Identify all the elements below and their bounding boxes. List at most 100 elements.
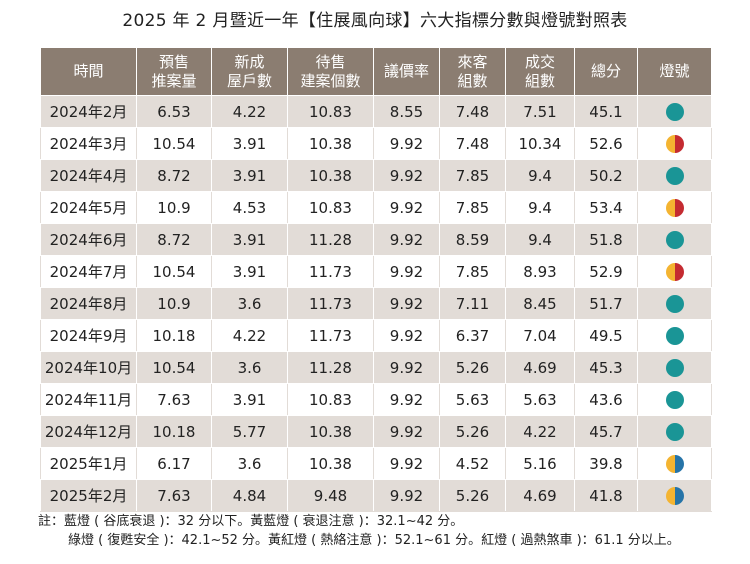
cell-time: 2024年6月 bbox=[40, 223, 137, 256]
cell-total: 52.6 bbox=[574, 127, 638, 160]
green-light-icon bbox=[665, 358, 684, 377]
table-row: 2025年1月 6.17 3.6 10.38 9.92 4.52 5.16 39.8 bbox=[40, 447, 712, 480]
cell-deals: 7.51 bbox=[505, 95, 575, 128]
cell-deals: 4.69 bbox=[505, 479, 575, 512]
green-light-icon bbox=[665, 294, 684, 313]
cell-deals: 10.34 bbox=[505, 127, 575, 160]
cell-visitors: 4.52 bbox=[439, 447, 506, 480]
cell-bargain: 9.92 bbox=[373, 351, 440, 384]
cell-for-sale: 10.83 bbox=[287, 191, 374, 224]
table-row: 2024年9月 10.18 4.22 11.73 9.92 6.37 7.04 49.5 bbox=[40, 319, 712, 352]
cell-light bbox=[637, 159, 712, 192]
cell-bargain: 9.92 bbox=[373, 447, 440, 480]
green-light-icon bbox=[665, 102, 684, 121]
cell-total: 49.5 bbox=[574, 319, 638, 352]
table-row: 2024年11月 7.63 3.91 10.83 9.92 5.63 5.63 43.6 bbox=[40, 383, 712, 416]
header-time: 時間 bbox=[40, 47, 137, 96]
cell-total: 53.4 bbox=[574, 191, 638, 224]
cell-visitors: 7.85 bbox=[439, 255, 506, 288]
green-light-icon bbox=[665, 230, 684, 249]
cell-bargain: 9.92 bbox=[373, 479, 440, 512]
cell-total: 50.2 bbox=[574, 159, 638, 192]
cell-presale: 8.72 bbox=[136, 159, 212, 192]
cell-light bbox=[637, 95, 712, 128]
cell-new-units: 3.6 bbox=[211, 287, 288, 320]
cell-total: 51.8 bbox=[574, 223, 638, 256]
cell-new-units: 3.91 bbox=[211, 223, 288, 256]
cell-new-units: 4.22 bbox=[211, 319, 288, 352]
note-line-1: 註：藍燈 ( 谷底衰退 )：32 分以下。黃藍燈 ( 衰退注意 )：32.1~4… bbox=[38, 514, 464, 529]
cell-total: 45.1 bbox=[574, 95, 638, 128]
cell-for-sale: 10.38 bbox=[287, 415, 374, 448]
cell-visitors: 7.48 bbox=[439, 95, 506, 128]
table-row: 2024年7月 10.54 3.91 11.73 9.92 7.85 8.93 52.9 bbox=[40, 255, 712, 288]
cell-visitors: 7.48 bbox=[439, 127, 506, 160]
yellow-blue-light-icon bbox=[665, 486, 684, 505]
header-label: 來客 bbox=[457, 52, 488, 71]
header-for-sale: 待售 建案個數 bbox=[287, 47, 374, 96]
green-light-icon bbox=[665, 166, 684, 185]
header-deals: 成交 組數 bbox=[505, 47, 575, 96]
cell-total: 41.8 bbox=[574, 479, 638, 512]
green-light-icon bbox=[665, 390, 684, 409]
cell-visitors: 7.85 bbox=[439, 191, 506, 224]
cell-light bbox=[637, 287, 712, 320]
yellow-red-light-icon bbox=[665, 134, 684, 153]
cell-presale: 7.63 bbox=[136, 383, 212, 416]
cell-visitors: 7.11 bbox=[439, 287, 506, 320]
cell-bargain: 9.92 bbox=[373, 287, 440, 320]
header-label: 組數 bbox=[524, 71, 555, 90]
cell-for-sale: 10.83 bbox=[287, 383, 374, 416]
table-row: 2024年5月 10.9 4.53 10.83 9.92 7.85 9.4 53.4 bbox=[40, 191, 712, 224]
table-row: 2025年2月 7.63 4.84 9.48 9.92 5.26 4.69 41.8 bbox=[40, 479, 712, 512]
cell-presale: 10.9 bbox=[136, 287, 212, 320]
green-light-icon bbox=[665, 422, 684, 441]
yellow-red-light-icon bbox=[665, 198, 684, 217]
header-visitors: 來客 組數 bbox=[439, 47, 506, 96]
header-presale: 預售 推案量 bbox=[136, 47, 212, 96]
indicator-table: 時間 預售 推案量 新成 屋戶數 待售 建案個數 議價率 來客 組數 成交 組數 總分 燈號 2024年2… bbox=[40, 47, 712, 512]
header-label: 屋戶數 bbox=[226, 71, 272, 90]
cell-bargain: 9.92 bbox=[373, 191, 440, 224]
cell-new-units: 3.91 bbox=[211, 383, 288, 416]
header-label: 組數 bbox=[457, 71, 488, 90]
header-label: 建案個數 bbox=[300, 71, 361, 90]
cell-time: 2024年4月 bbox=[40, 159, 137, 192]
header-light: 燈號 bbox=[637, 47, 712, 96]
cell-time: 2024年11月 bbox=[40, 383, 137, 416]
cell-presale: 6.17 bbox=[136, 447, 212, 480]
cell-bargain: 9.92 bbox=[373, 159, 440, 192]
cell-bargain: 9.92 bbox=[373, 383, 440, 416]
cell-new-units: 3.91 bbox=[211, 127, 288, 160]
cell-for-sale: 10.38 bbox=[287, 127, 374, 160]
table-row: 2024年3月 10.54 3.91 10.38 9.92 7.48 10.34 52.6 bbox=[40, 127, 712, 160]
cell-deals: 8.45 bbox=[505, 287, 575, 320]
cell-visitors: 6.37 bbox=[439, 319, 506, 352]
cell-deals: 8.93 bbox=[505, 255, 575, 288]
cell-total: 45.7 bbox=[574, 415, 638, 448]
cell-presale: 8.72 bbox=[136, 223, 212, 256]
page-title: 2025 年 2 月暨近一年【住展風向球】六大指標分數與燈號對照表 bbox=[122, 11, 628, 31]
cell-new-units: 3.91 bbox=[211, 255, 288, 288]
cell-time: 2024年8月 bbox=[40, 287, 137, 320]
cell-bargain: 9.92 bbox=[373, 127, 440, 160]
cell-deals: 9.4 bbox=[505, 223, 575, 256]
yellow-red-light-icon bbox=[665, 262, 684, 281]
cell-total: 43.6 bbox=[574, 383, 638, 416]
cell-light bbox=[637, 223, 712, 256]
header-label: 燈號 bbox=[659, 62, 690, 80]
table-body: 2024年2月 6.53 4.22 10.83 8.55 7.48 7.51 45.1 2024… bbox=[40, 95, 712, 512]
cell-deals: 4.69 bbox=[505, 351, 575, 384]
cell-visitors: 8.59 bbox=[439, 223, 506, 256]
header-label: 新成 bbox=[234, 52, 265, 71]
cell-deals: 5.63 bbox=[505, 383, 575, 416]
cell-presale: 10.54 bbox=[136, 127, 212, 160]
cell-total: 39.8 bbox=[574, 447, 638, 480]
cell-total: 51.7 bbox=[574, 287, 638, 320]
cell-for-sale: 11.28 bbox=[287, 223, 374, 256]
table-row: 2024年8月 10.9 3.6 11.73 9.92 7.11 8.45 51.7 bbox=[40, 287, 712, 320]
green-light-icon bbox=[665, 326, 684, 345]
cell-visitors: 5.26 bbox=[439, 415, 506, 448]
cell-for-sale: 11.73 bbox=[287, 255, 374, 288]
header-label: 成交 bbox=[524, 52, 555, 71]
